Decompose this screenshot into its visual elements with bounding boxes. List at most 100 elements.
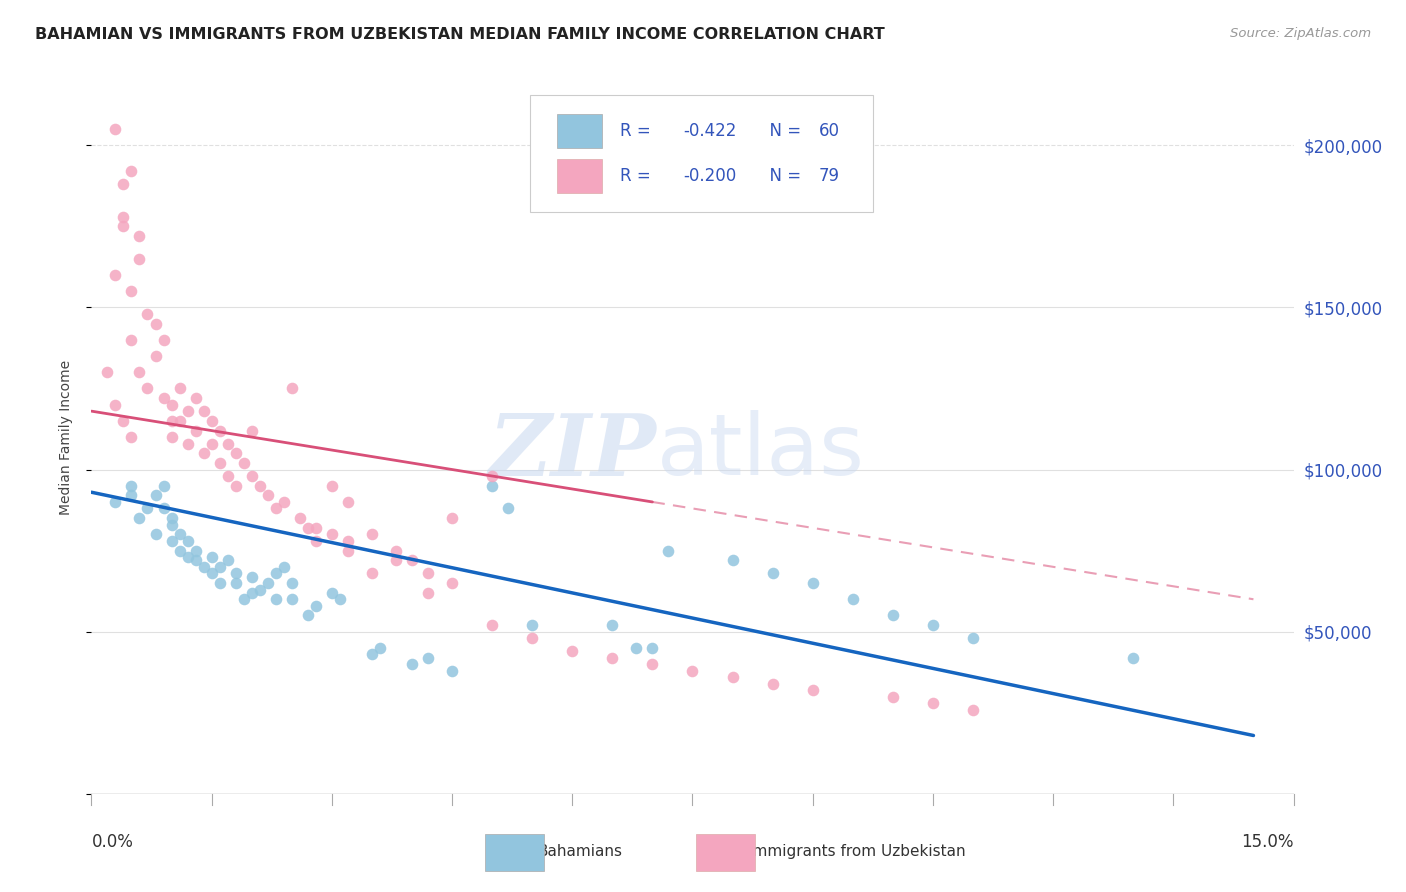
Point [104, 495, 127, 509]
Text: N =: N = [759, 167, 806, 186]
Point [225, 566, 247, 581]
Point [385, 553, 408, 567]
Point [184, 553, 207, 567]
Point [208, 456, 231, 470]
Point [184, 543, 207, 558]
Point [121, 479, 143, 493]
Point [416, 586, 439, 600]
Point [882, 608, 904, 623]
Point [136, 501, 159, 516]
Point [240, 586, 263, 600]
Point [201, 436, 224, 450]
Point [184, 424, 207, 438]
Point [273, 495, 295, 509]
Point [281, 576, 304, 591]
Point [922, 618, 945, 632]
Point [256, 488, 278, 502]
Y-axis label: Median Family Income: Median Family Income [59, 359, 73, 515]
Point [801, 683, 824, 698]
Point [360, 648, 382, 662]
Point [762, 676, 785, 690]
Text: Source: ZipAtlas.com: Source: ZipAtlas.com [1230, 27, 1371, 40]
Point [169, 527, 191, 541]
Point [329, 592, 352, 607]
Point [145, 488, 167, 502]
Point [240, 424, 263, 438]
Point [169, 381, 191, 395]
Point [121, 488, 143, 502]
Point [416, 566, 439, 581]
Point [297, 608, 319, 623]
Point [201, 566, 224, 581]
Point [264, 501, 287, 516]
Point [121, 284, 143, 298]
Point [481, 479, 503, 493]
Point [160, 430, 183, 444]
Point [176, 533, 198, 548]
Text: -0.200: -0.200 [683, 167, 737, 186]
Point [112, 210, 135, 224]
Point [273, 559, 295, 574]
Point [305, 521, 328, 535]
Point [561, 644, 583, 658]
Point [121, 333, 143, 347]
Point [169, 543, 191, 558]
Point [160, 398, 183, 412]
Point [641, 657, 664, 672]
Point [225, 576, 247, 591]
Point [217, 436, 239, 450]
Point [496, 501, 519, 516]
Point [121, 164, 143, 178]
Point [368, 640, 391, 655]
Point [232, 456, 254, 470]
Point [641, 640, 664, 655]
Point [520, 618, 543, 632]
Point [96, 365, 118, 379]
Point [128, 511, 150, 525]
Text: 60: 60 [818, 121, 839, 140]
Point [922, 696, 945, 710]
Text: ZIP: ZIP [488, 409, 657, 493]
Point [657, 543, 679, 558]
Point [721, 670, 744, 684]
Point [401, 657, 423, 672]
Point [201, 414, 224, 428]
Point [184, 391, 207, 405]
Point [385, 543, 408, 558]
Point [249, 582, 271, 597]
Point [321, 527, 343, 541]
Point [217, 553, 239, 567]
Point [208, 424, 231, 438]
Point [336, 533, 359, 548]
Point [256, 576, 278, 591]
Point [152, 501, 174, 516]
Text: 15.0%: 15.0% [1241, 833, 1294, 851]
Text: Immigrants from Uzbekistan: Immigrants from Uzbekistan [748, 845, 966, 859]
Text: atlas: atlas [657, 409, 865, 493]
Point [602, 618, 624, 632]
Point [962, 631, 984, 645]
Point [721, 553, 744, 567]
Point [882, 690, 904, 704]
Text: 79: 79 [818, 167, 839, 186]
Point [321, 586, 343, 600]
Point [176, 404, 198, 418]
Point [136, 381, 159, 395]
Point [160, 511, 183, 525]
Point [360, 566, 382, 581]
Point [160, 533, 183, 548]
Point [305, 599, 328, 613]
Point [232, 592, 254, 607]
Point [441, 576, 464, 591]
Bar [557, 159, 602, 194]
Point [626, 640, 648, 655]
FancyBboxPatch shape [530, 95, 873, 212]
Point [145, 527, 167, 541]
Point [225, 479, 247, 493]
Text: 0.0%: 0.0% [91, 833, 134, 851]
Point [288, 511, 311, 525]
Point [264, 592, 287, 607]
Point [145, 349, 167, 363]
Point [104, 122, 127, 136]
Point [152, 479, 174, 493]
